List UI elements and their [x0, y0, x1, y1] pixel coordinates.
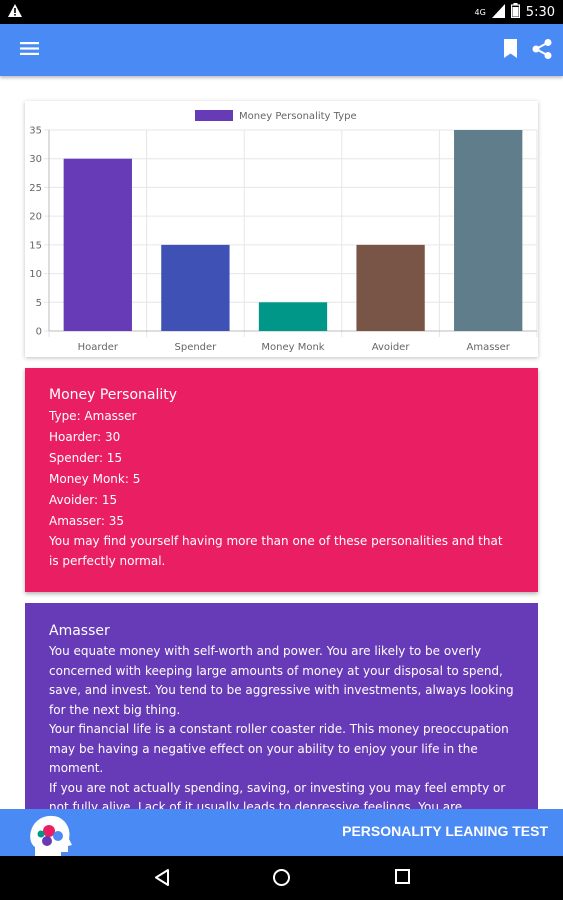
recents-icon[interactable]: [394, 868, 411, 889]
battery-icon: [510, 3, 520, 22]
detail-paragraph: If you are not actually spending, saving…: [49, 780, 506, 814]
summary-hoarder: Hoarder: 30: [49, 430, 121, 444]
clock-text: 5:30: [525, 5, 555, 20]
detail-title: Amasser: [49, 623, 110, 639]
banner-text: PERSONALITY LEANING TEST: [342, 823, 548, 839]
y-tick-label: 30: [29, 154, 42, 165]
y-tick-label: 20: [29, 212, 42, 223]
share-icon[interactable]: [531, 38, 553, 64]
bar: [161, 244, 230, 331]
detail-card: Amasser You equate money with self-worth…: [25, 603, 538, 813]
x-tick-label: Hoarder: [78, 342, 119, 353]
network-label: 4G: [474, 8, 486, 17]
x-tick-label: Avoider: [372, 342, 411, 353]
signal-icon: [491, 3, 505, 22]
menu-icon[interactable]: [20, 41, 39, 60]
warning-icon: [7, 3, 23, 22]
back-icon[interactable]: [153, 868, 171, 891]
detail-paragraph: Your financial life is a constant roller…: [49, 722, 509, 775]
promo-banner[interactable]: PERSONALITY LEANING TEST: [0, 809, 563, 857]
bookmark-icon[interactable]: [503, 39, 518, 63]
summary-avoider: Avoider: 15: [49, 493, 118, 507]
chart-card: Money Personality Type 0 5 10 15 20 25 30 35 Hoar…: [25, 101, 538, 357]
app-bar: [0, 24, 563, 76]
y-tick-label: 25: [29, 183, 42, 194]
bar: [258, 302, 328, 331]
x-tick-label: Spender: [175, 342, 218, 353]
y-tick-label: 0: [36, 327, 42, 338]
summary-title: Money Personality: [49, 387, 178, 403]
y-tick-label: 35: [29, 126, 42, 137]
summary-amasser: Amasser: 35: [49, 514, 124, 528]
legend-label: Money Personality Type: [239, 111, 357, 122]
legend-swatch: [195, 110, 233, 121]
status-bar: 4G 5:30: [0, 0, 563, 24]
home-icon[interactable]: [272, 868, 291, 891]
y-tick-label: 10: [29, 269, 42, 280]
summary-spender: Spender: 15: [49, 451, 123, 465]
summary-card: Money Personality Type: Amasser Hoarder:…: [25, 368, 538, 592]
summary-type: Type: Amasser: [49, 409, 137, 423]
navigation-bar: [0, 856, 563, 900]
bar: [356, 244, 425, 331]
summary-note: You may find yourself having more than o…: [49, 534, 503, 568]
y-tick-label: 15: [29, 240, 42, 251]
bar: [454, 130, 523, 331]
bar: [63, 158, 132, 331]
summary-money-monk: Money Monk: 5: [49, 472, 141, 486]
head-logo-icon: [27, 813, 73, 861]
x-tick-label: Money Monk: [261, 342, 324, 353]
x-tick-label: Amasser: [466, 342, 510, 353]
detail-paragraph: You equate money with self-worth and pow…: [49, 644, 514, 717]
bar-chart: Money Personality Type 0 5 10 15 20 25 30 35 Hoar…: [29, 110, 538, 353]
y-tick-label: 5: [36, 298, 42, 309]
